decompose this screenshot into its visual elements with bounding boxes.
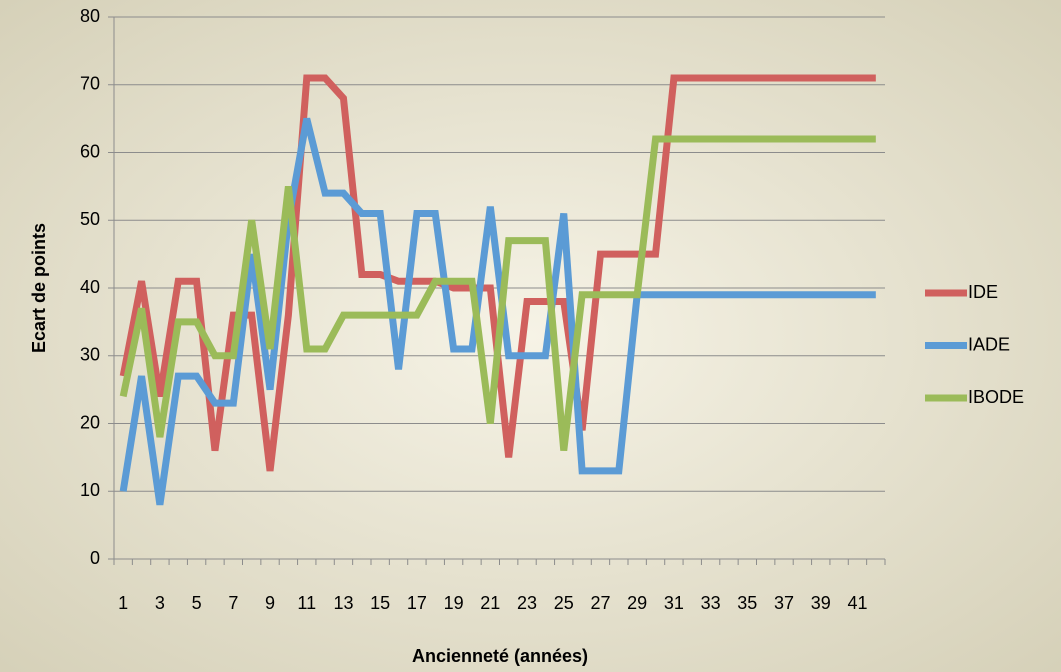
legend-label: IDE — [968, 282, 998, 302]
x-tick-label: 35 — [737, 593, 757, 613]
x-tick-label: 41 — [847, 593, 867, 613]
x-tick-label: 9 — [265, 593, 275, 613]
x-tick-label: 31 — [664, 593, 684, 613]
y-tick-label: 10 — [80, 480, 100, 500]
x-tick-label: 21 — [480, 593, 500, 613]
x-tick-label: 1 — [118, 593, 128, 613]
x-tick-label: 23 — [517, 593, 537, 613]
x-axis-label: Ancienneté (années) — [412, 646, 588, 666]
x-tick-label: 3 — [155, 593, 165, 613]
legend-label: IBODE — [968, 387, 1024, 407]
x-tick-label: 33 — [701, 593, 721, 613]
x-tick-label: 7 — [228, 593, 238, 613]
x-tick-label: 19 — [444, 593, 464, 613]
x-tick-label: 39 — [811, 593, 831, 613]
x-tick-label: 29 — [627, 593, 647, 613]
y-tick-label: 0 — [90, 548, 100, 568]
y-tick-label: 20 — [80, 412, 100, 432]
y-tick-label: 30 — [80, 345, 100, 365]
y-tick-label: 40 — [80, 277, 100, 297]
x-tick-label: 5 — [192, 593, 202, 613]
x-tick-label: 11 — [297, 593, 316, 613]
x-tick-label: 25 — [554, 593, 574, 613]
y-tick-label: 60 — [80, 141, 100, 161]
y-tick-label: 50 — [80, 209, 100, 229]
series-line — [119, 74, 876, 472]
legend-label: IADE — [968, 334, 1010, 354]
x-tick-label: 13 — [333, 593, 353, 613]
series-line — [119, 135, 876, 452]
x-tick-label: 27 — [590, 593, 610, 613]
y-tick-label: 70 — [80, 74, 100, 94]
y-tick-label: 80 — [80, 6, 100, 26]
x-tick-label: 15 — [370, 593, 390, 613]
y-axis-label: Ecart de points — [29, 223, 49, 353]
series-line — [119, 117, 876, 506]
x-tick-label: 37 — [774, 593, 794, 613]
x-tick-label: 17 — [407, 593, 427, 613]
